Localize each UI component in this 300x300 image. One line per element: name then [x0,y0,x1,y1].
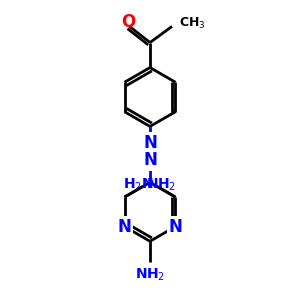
Text: CH$_3$: CH$_3$ [178,16,205,31]
Text: N: N [143,134,157,152]
Text: N: N [169,218,182,236]
Text: N: N [118,218,131,236]
Text: N: N [143,151,157,169]
Text: NH$_2$: NH$_2$ [135,266,165,283]
Text: H$_2$N: H$_2$N [123,176,154,193]
Text: NH$_2$: NH$_2$ [146,176,177,193]
Text: O: O [121,13,135,31]
